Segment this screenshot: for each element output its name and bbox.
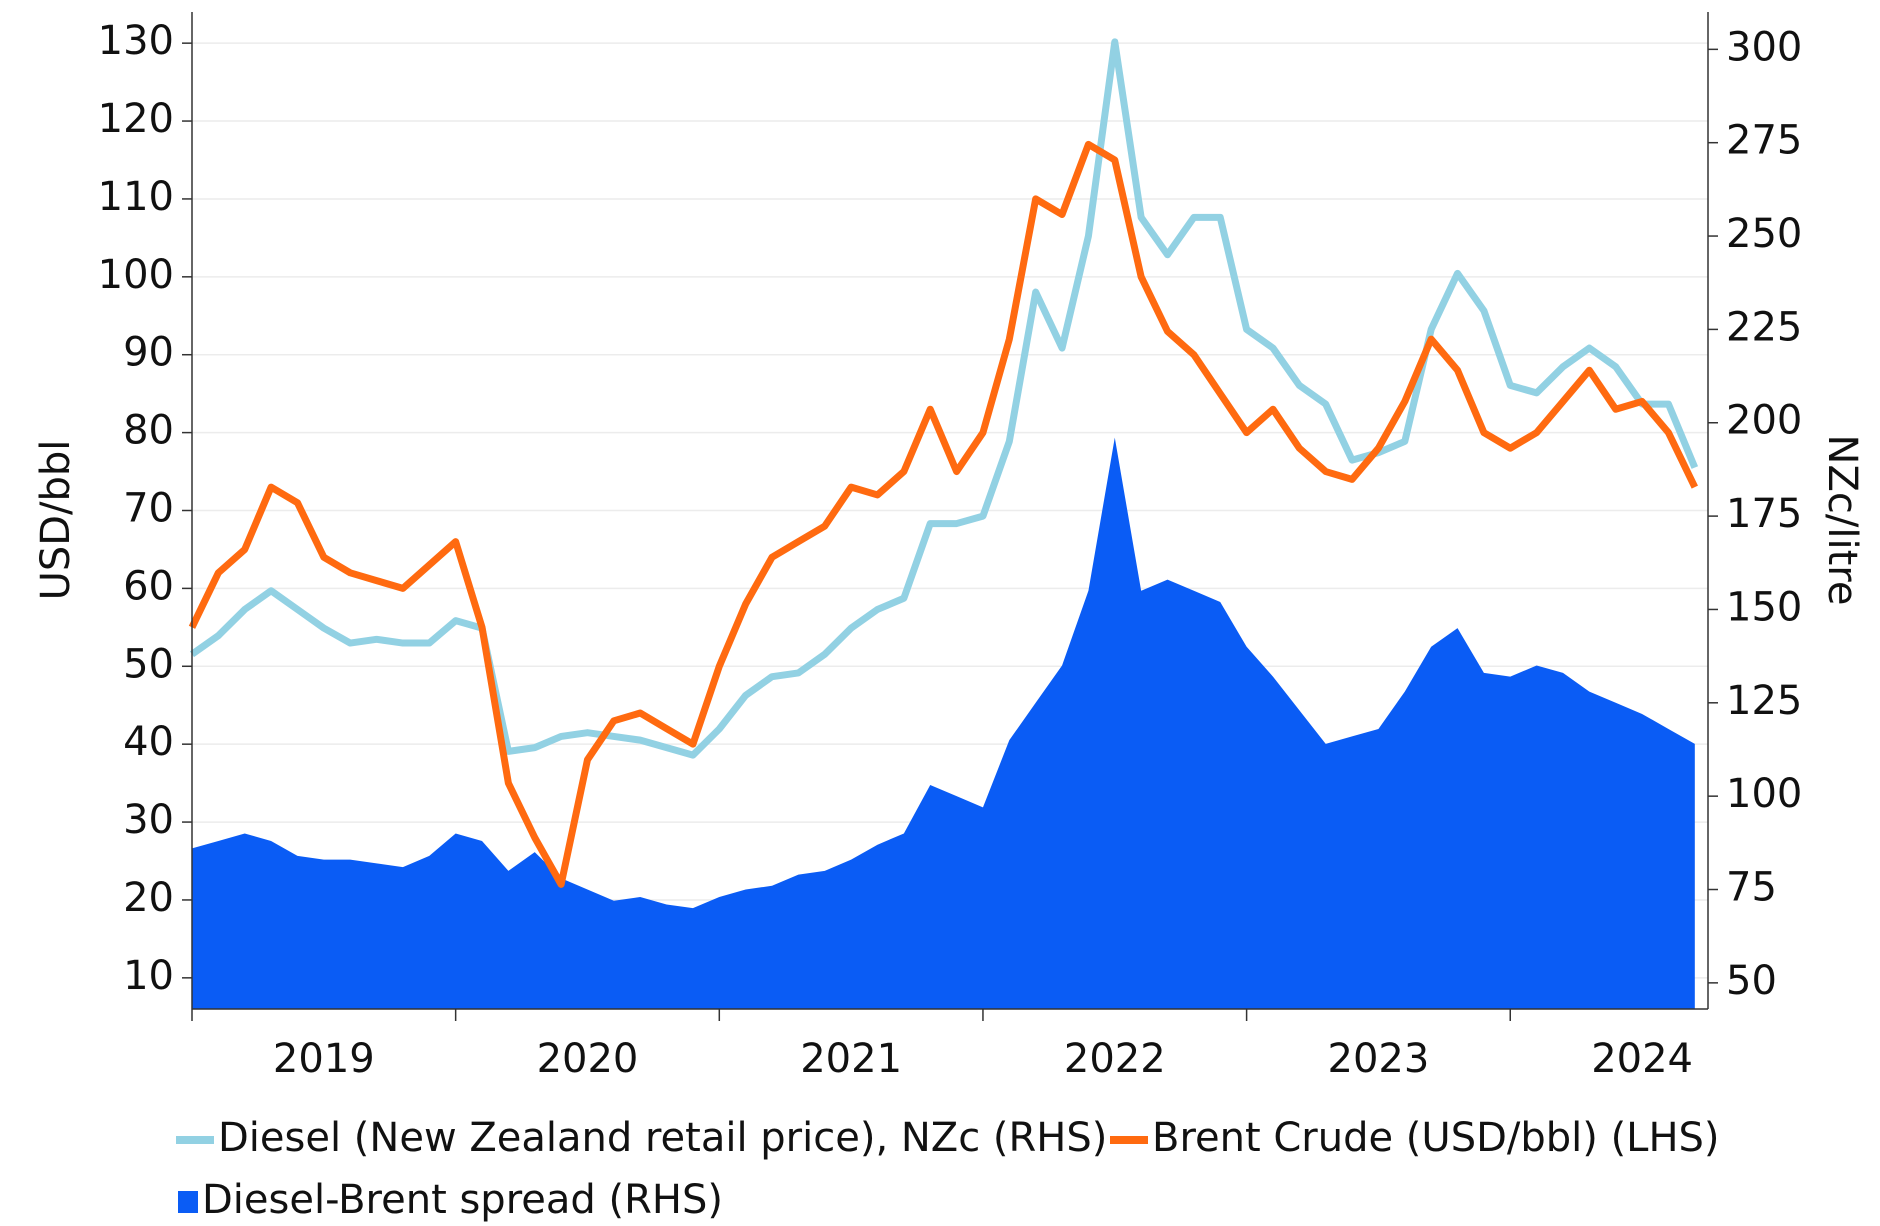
y2-tick-label: 300 xyxy=(1726,24,1802,70)
y-tick-label: 130 xyxy=(98,18,174,64)
y2-tick-label: 250 xyxy=(1726,211,1802,257)
line xyxy=(188,140,1698,888)
y2-tick-label: 175 xyxy=(1726,491,1802,537)
legend-swatch xyxy=(178,1191,198,1213)
legend-label: Diesel-Brent spread (RHS) xyxy=(202,1177,723,1223)
y-tick-label: 40 xyxy=(123,719,174,765)
y-tick-label: 90 xyxy=(123,330,174,376)
y-tick-label: 110 xyxy=(98,174,174,220)
x-tick-label: 2022 xyxy=(1064,1036,1166,1082)
y2-tick-label: 50 xyxy=(1726,958,1777,1004)
y2-tick-label: 125 xyxy=(1726,678,1802,724)
y2-tick-label: 100 xyxy=(1726,771,1802,817)
y-axis-title: USD/bbl xyxy=(33,440,79,601)
area xyxy=(192,437,1695,1009)
legend-label: Brent Crude (USD/bbl) (LHS) xyxy=(1152,1115,1720,1161)
y-tick-label: 30 xyxy=(123,797,174,843)
y2-tick-label: 75 xyxy=(1726,865,1777,911)
y-tick-label: 70 xyxy=(123,486,174,532)
y-tick-label: 100 xyxy=(98,252,174,298)
x-tick-label: 2020 xyxy=(537,1036,639,1082)
x-tick-label: 2021 xyxy=(800,1036,902,1082)
y2-axis-title: NZc/litre xyxy=(1819,435,1865,606)
x-tick-label: 2024 xyxy=(1591,1036,1693,1082)
line xyxy=(189,38,1699,759)
y2-tick-label: 275 xyxy=(1726,118,1802,164)
y-tick-label: 80 xyxy=(123,408,174,454)
y-tick-label: 50 xyxy=(123,641,174,687)
y2-tick-label: 150 xyxy=(1726,584,1802,630)
y-tick-label: 10 xyxy=(123,953,174,999)
y-tick-label: 120 xyxy=(98,96,174,142)
legend-label: Diesel (New Zealand retail price), NZc (… xyxy=(218,1115,1107,1161)
y2-tick-label: 225 xyxy=(1726,304,1802,350)
y-tick-label: 20 xyxy=(123,875,174,921)
x-tick-label: 2023 xyxy=(1328,1036,1430,1082)
y-tick-label: 60 xyxy=(123,563,174,609)
y2-tick-label: 200 xyxy=(1726,398,1802,444)
x-tick-label: 2019 xyxy=(273,1036,375,1082)
